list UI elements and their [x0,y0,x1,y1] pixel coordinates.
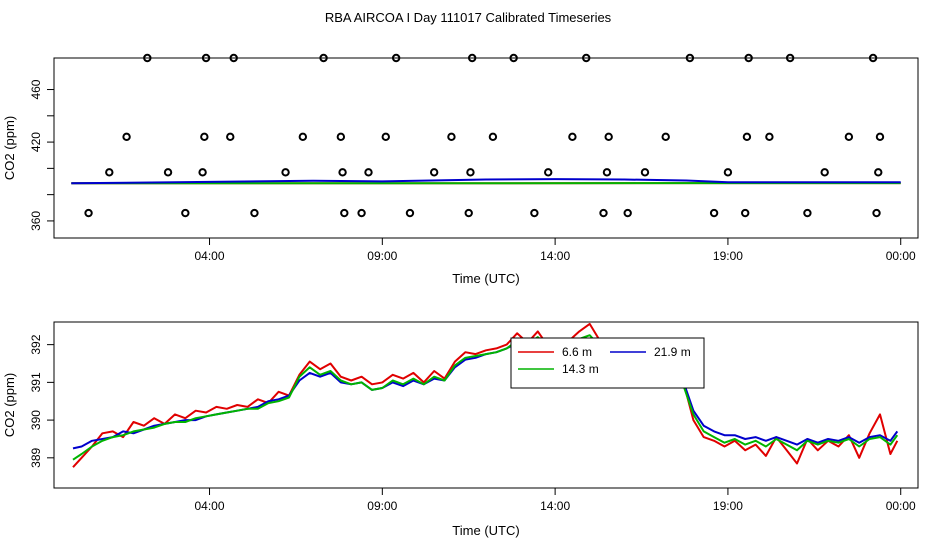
calibration-point [844,132,854,142]
y-tick-label: 420 [29,132,43,152]
calibration-point [661,132,670,142]
calibration-point [336,132,346,142]
calibration-point [405,208,415,218]
series-line-6-6-m [72,322,899,468]
calibration-point [785,53,795,63]
calibration-point [544,168,553,177]
calibration-point [872,208,881,218]
calibration-point [447,132,456,142]
plot-frame [53,57,919,239]
calibration-point [488,132,498,142]
x-axis-label: Time (UTC) [452,523,519,538]
calibration-point [803,208,812,218]
legend-label: 21.9 m [654,345,691,359]
calibration-point [143,53,152,63]
x-tick-label: 04:00 [195,249,225,263]
calibration-point [765,132,774,142]
calibration-point [429,168,439,177]
legend-label: 14.3 m [562,362,599,376]
y-tick-label: 392 [29,334,43,354]
x-tick-label: 00:00 [886,499,916,513]
calibration-point [466,168,475,177]
calibration-point [338,168,347,177]
calibration-point [509,53,518,63]
calibration-point [364,168,373,177]
calibration-point [744,53,753,63]
calibration-point [181,208,190,218]
calibration-point [281,168,290,177]
legend-label: 6.6 m [562,345,592,359]
x-tick-label: 14:00 [540,499,570,513]
calibration-point [623,208,632,218]
calibration-point [874,168,883,177]
calibration-point [84,208,93,218]
y-axis-label: CO2 (ppm) [2,116,17,180]
calibration-point [604,132,613,142]
calibration-point [742,132,752,142]
calibration-point [464,208,473,218]
calibration-point [229,53,238,63]
calibration-point [319,53,328,63]
x-tick-label: 04:00 [195,499,225,513]
legend: 6.6 m 21.9 m 14.3 m [510,337,705,389]
y-tick-label: 360 [29,211,43,231]
x-tick-label: 19:00 [713,249,743,263]
calibration-point [820,168,829,177]
calibration-point [163,168,173,177]
x-tick-label: 09:00 [367,499,397,513]
calibration-point [198,168,207,177]
calibration-point [105,168,114,177]
x-tick-label: 00:00 [886,249,916,263]
top-panel: 04:00 09:00 14:00 19:00 00:00 360 420 460 Time (… [2,53,919,286]
calibration-point [741,208,750,218]
calibration-point [467,53,477,63]
calibration-point [582,53,591,63]
y-axis-label: CO2 (ppm) [2,373,17,437]
calibration-point [357,208,366,218]
calibration-point [868,53,878,63]
x-tick-label: 14:00 [540,249,570,263]
calibration-point [568,132,577,142]
series-line-2 [71,178,901,185]
calibration-point [685,53,695,63]
calibration-point [640,168,650,177]
calibration-point [381,132,390,142]
series-line-21-9-m [72,338,899,450]
calibration-point [530,208,539,218]
y-tick-label: 389 [29,447,43,467]
bottom-panel: 04:00 09:00 14:00 19:00 00:00 389 390 391 392 Tim… [2,321,919,538]
calibration-point [122,132,131,142]
calibration-point [709,208,719,218]
y-tick-label: 390 [29,410,43,430]
calibration-point [875,132,885,142]
figure-title: RBA AIRCOA I Day 111017 Calibrated Times… [325,10,612,25]
calibration-point [723,168,733,177]
calibration-point [298,132,308,142]
x-axis-label: Time (UTC) [452,271,519,286]
calibration-point [599,208,608,218]
calibration-point [340,208,349,218]
plot-frame [53,321,919,489]
calibration-point [201,53,211,63]
x-tick-label: 19:00 [713,499,743,513]
y-tick-label: 391 [29,372,43,392]
calibration-point [391,53,401,63]
calibration-point [602,168,612,177]
calibration-point [250,208,259,218]
calibration-point [226,132,235,142]
y-tick-label: 460 [29,79,43,99]
series-line-14-3-m [72,334,899,461]
calibration-point [200,132,209,142]
x-tick-label: 09:00 [367,249,397,263]
legend-box [510,337,705,389]
